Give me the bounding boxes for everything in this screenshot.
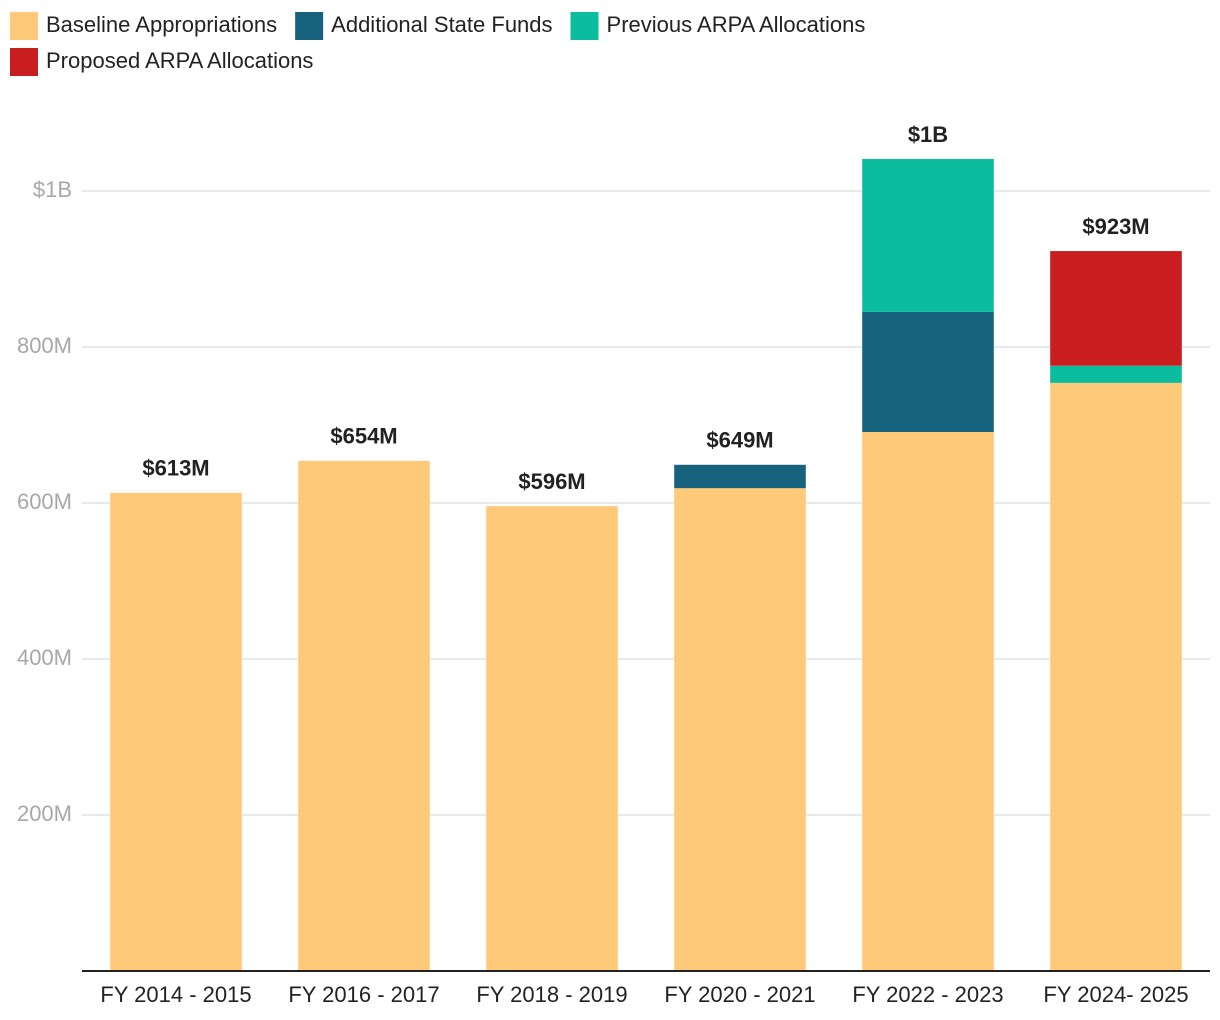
y-tick-label: 400M xyxy=(17,645,72,670)
bar-segment xyxy=(674,464,806,489)
bar-segment xyxy=(1050,382,1182,971)
x-tick-label: FY 2022 - 2023 xyxy=(852,982,1003,1007)
bar-segment xyxy=(862,432,994,971)
bar-segment xyxy=(486,506,618,971)
bar-segment xyxy=(1050,251,1182,366)
bar-segment xyxy=(862,311,994,433)
bar-segment xyxy=(674,488,806,971)
bar-segment xyxy=(298,460,430,971)
total-label: $923M xyxy=(1082,214,1149,239)
total-label: $613M xyxy=(142,456,209,481)
y-tick-label: $1B xyxy=(33,177,72,202)
bar-segment xyxy=(110,492,242,971)
bar-segment xyxy=(1050,365,1182,383)
total-label: $596M xyxy=(518,469,585,494)
legend-swatch xyxy=(10,12,38,40)
x-tick-label: FY 2020 - 2021 xyxy=(664,982,815,1007)
legend-label: Additional State Funds xyxy=(331,12,552,37)
x-tick-label: FY 2024- 2025 xyxy=(1043,982,1188,1007)
total-label: $649M xyxy=(706,428,773,453)
y-tick-label: 600M xyxy=(17,489,72,514)
x-tick-label: FY 2018 - 2019 xyxy=(476,982,627,1007)
total-label: $654M xyxy=(330,424,397,449)
x-tick-label: FY 2014 - 2015 xyxy=(100,982,251,1007)
legend-swatch xyxy=(10,48,38,76)
legend-label: Previous ARPA Allocations xyxy=(607,12,866,37)
total-label: $1B xyxy=(908,122,948,147)
y-tick-label: 800M xyxy=(17,333,72,358)
legend-label: Proposed ARPA Allocations xyxy=(46,48,313,73)
y-tick-label: 200M xyxy=(17,801,72,826)
bar-segment xyxy=(862,159,994,312)
x-tick-label: FY 2016 - 2017 xyxy=(288,982,439,1007)
legend-swatch xyxy=(295,12,324,40)
legend-swatch xyxy=(570,12,599,40)
legend-label: Baseline Appropriations xyxy=(46,12,277,37)
